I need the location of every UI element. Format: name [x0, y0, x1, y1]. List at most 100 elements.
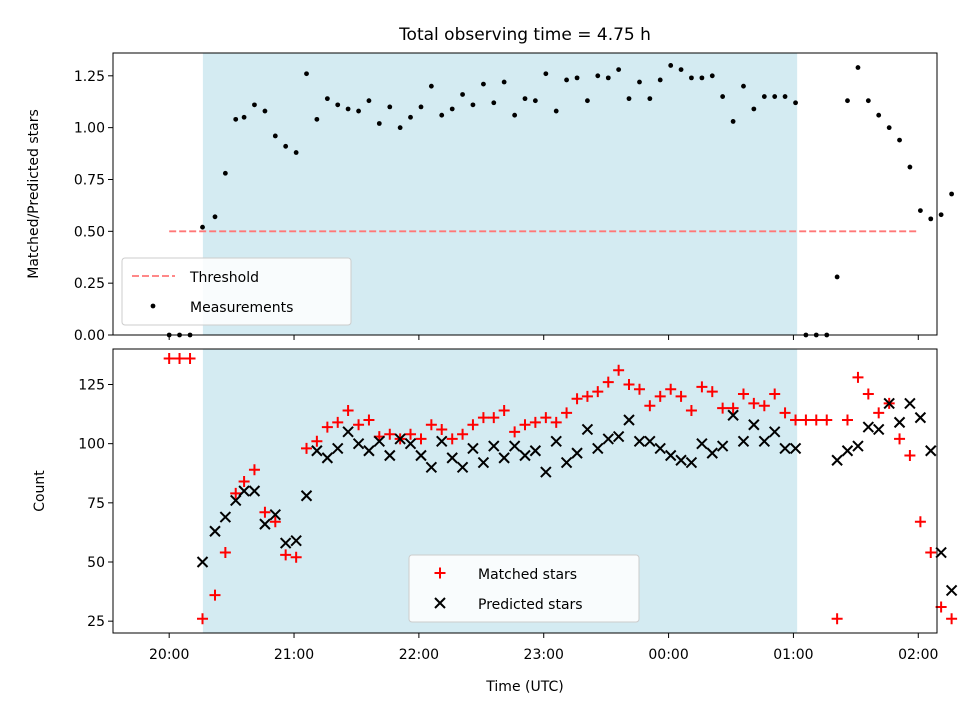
predicted-star-point	[623, 414, 635, 426]
matched-star-point	[269, 516, 281, 528]
ratio-y-axis-label: Matched/Predicted stars	[26, 109, 42, 279]
measurement-point	[283, 143, 289, 149]
predicted-star-point	[279, 537, 292, 549]
predicted-star-point	[592, 442, 604, 455]
predicted-star-point	[831, 454, 843, 466]
matched-star-point	[685, 405, 697, 417]
matched-star-point	[592, 386, 604, 398]
measurement-point	[637, 79, 642, 85]
measurement-point	[460, 92, 465, 97]
predicted-star-point	[664, 449, 677, 462]
measurement-point	[222, 170, 228, 176]
measurement-point	[730, 119, 736, 124]
measurement-point	[553, 108, 559, 114]
predicted-star-point	[477, 456, 490, 469]
matched-star-point	[248, 464, 260, 476]
predicted-star-point	[209, 525, 221, 537]
count-y-tick-label: 75	[87, 496, 105, 512]
predicted-star-point	[436, 435, 448, 448]
x-axis-label: Time (UTC)	[485, 679, 563, 695]
measurement-point	[605, 75, 611, 81]
measurement-point	[949, 191, 955, 197]
matched-star-point	[706, 386, 718, 398]
measurement-point	[314, 116, 320, 122]
measurement-point	[897, 137, 902, 143]
matched-star-point	[841, 414, 853, 426]
predicted-star-point	[571, 447, 583, 459]
ratio-legend: Threshold Measurements	[121, 257, 352, 326]
predicted-star-point	[415, 449, 427, 462]
measurement-point	[886, 125, 892, 131]
matched-star-point	[425, 419, 437, 431]
matched-star-point	[810, 414, 822, 426]
ratio-x-ticks	[168, 335, 919, 340]
matched-star-point	[457, 428, 469, 440]
predicted-star-point	[654, 442, 666, 455]
predicted-star-point	[446, 452, 458, 464]
predicted-star-point	[352, 437, 365, 450]
measurement-point	[574, 75, 580, 81]
measurement-point	[233, 116, 239, 122]
legend-threshold-label: Threshold	[189, 270, 259, 286]
predicted-star-point	[488, 440, 500, 452]
measurement-point	[532, 98, 538, 104]
predicted-star-point	[498, 452, 510, 464]
legend-predicted-swatch	[434, 597, 446, 609]
matched-star-point	[581, 390, 593, 402]
matched-star-point	[925, 547, 937, 559]
count-legend: Matched stars Predicted stars	[408, 554, 640, 623]
predicted-star-point	[612, 430, 625, 443]
measurement-point	[272, 133, 278, 139]
measurement-point	[699, 75, 705, 81]
predicted-star-point	[696, 437, 708, 450]
matched-star-point	[550, 416, 562, 428]
measurement-point	[793, 100, 798, 106]
predicted-star-point	[384, 449, 396, 462]
ratio-y-tick-label: 1.25	[74, 69, 105, 85]
ratio-y-tick-label: 0.00	[74, 328, 105, 344]
predicted-star-point	[508, 440, 521, 452]
ratio-y-tick-label: 1.00	[74, 121, 105, 137]
x-tick-label: 22:00	[399, 647, 439, 663]
legend-matched-swatch	[434, 567, 446, 579]
matched-star-point	[301, 442, 313, 454]
predicted-star-point	[259, 518, 271, 530]
predicted-star-point	[633, 435, 646, 448]
matched-star-point	[602, 376, 614, 388]
measurement-point	[470, 102, 476, 108]
matched-star-point	[209, 589, 221, 601]
ratio-y-tick-label: 0.75	[74, 172, 105, 188]
count-y-tick-label: 100	[78, 437, 105, 453]
legend-measurements-swatch	[150, 303, 156, 309]
legend-matched-marker	[434, 567, 446, 579]
ratio-panel: 0.00 0.25 0.50 0.75 1.00 1.25 Total observing…	[26, 25, 955, 344]
measurement-point	[262, 108, 268, 114]
measurement-point	[212, 214, 218, 220]
matched-star-point	[561, 407, 573, 419]
measurement-point	[418, 104, 424, 110]
measurement-point	[678, 67, 684, 72]
ratio-legend-box	[121, 257, 352, 326]
matched-star-point	[644, 400, 656, 412]
predicted-star-point	[768, 426, 781, 438]
predicted-star-point	[321, 452, 334, 464]
measurement-point	[595, 73, 601, 79]
measurement-point	[772, 94, 778, 99]
predicted-star-point	[862, 421, 875, 433]
predicted-star-point	[196, 556, 209, 568]
legend-predicted-label: Predicted stars	[478, 597, 583, 613]
matched-star-point	[540, 412, 552, 424]
measurement-point	[855, 65, 861, 70]
matched-star-point	[238, 476, 250, 488]
x-tick-label: 23:00	[524, 647, 564, 663]
matched-star-point	[894, 433, 906, 445]
matched-star-point	[758, 400, 770, 412]
measurement-point	[366, 98, 372, 104]
measurement-point	[501, 79, 507, 85]
measurement-point	[741, 83, 746, 89]
predicted-star-point	[852, 440, 864, 452]
predicted-star-point	[560, 456, 573, 469]
matched-star-point	[477, 412, 489, 424]
measurement-point	[335, 102, 341, 108]
measurement-point	[938, 212, 944, 218]
